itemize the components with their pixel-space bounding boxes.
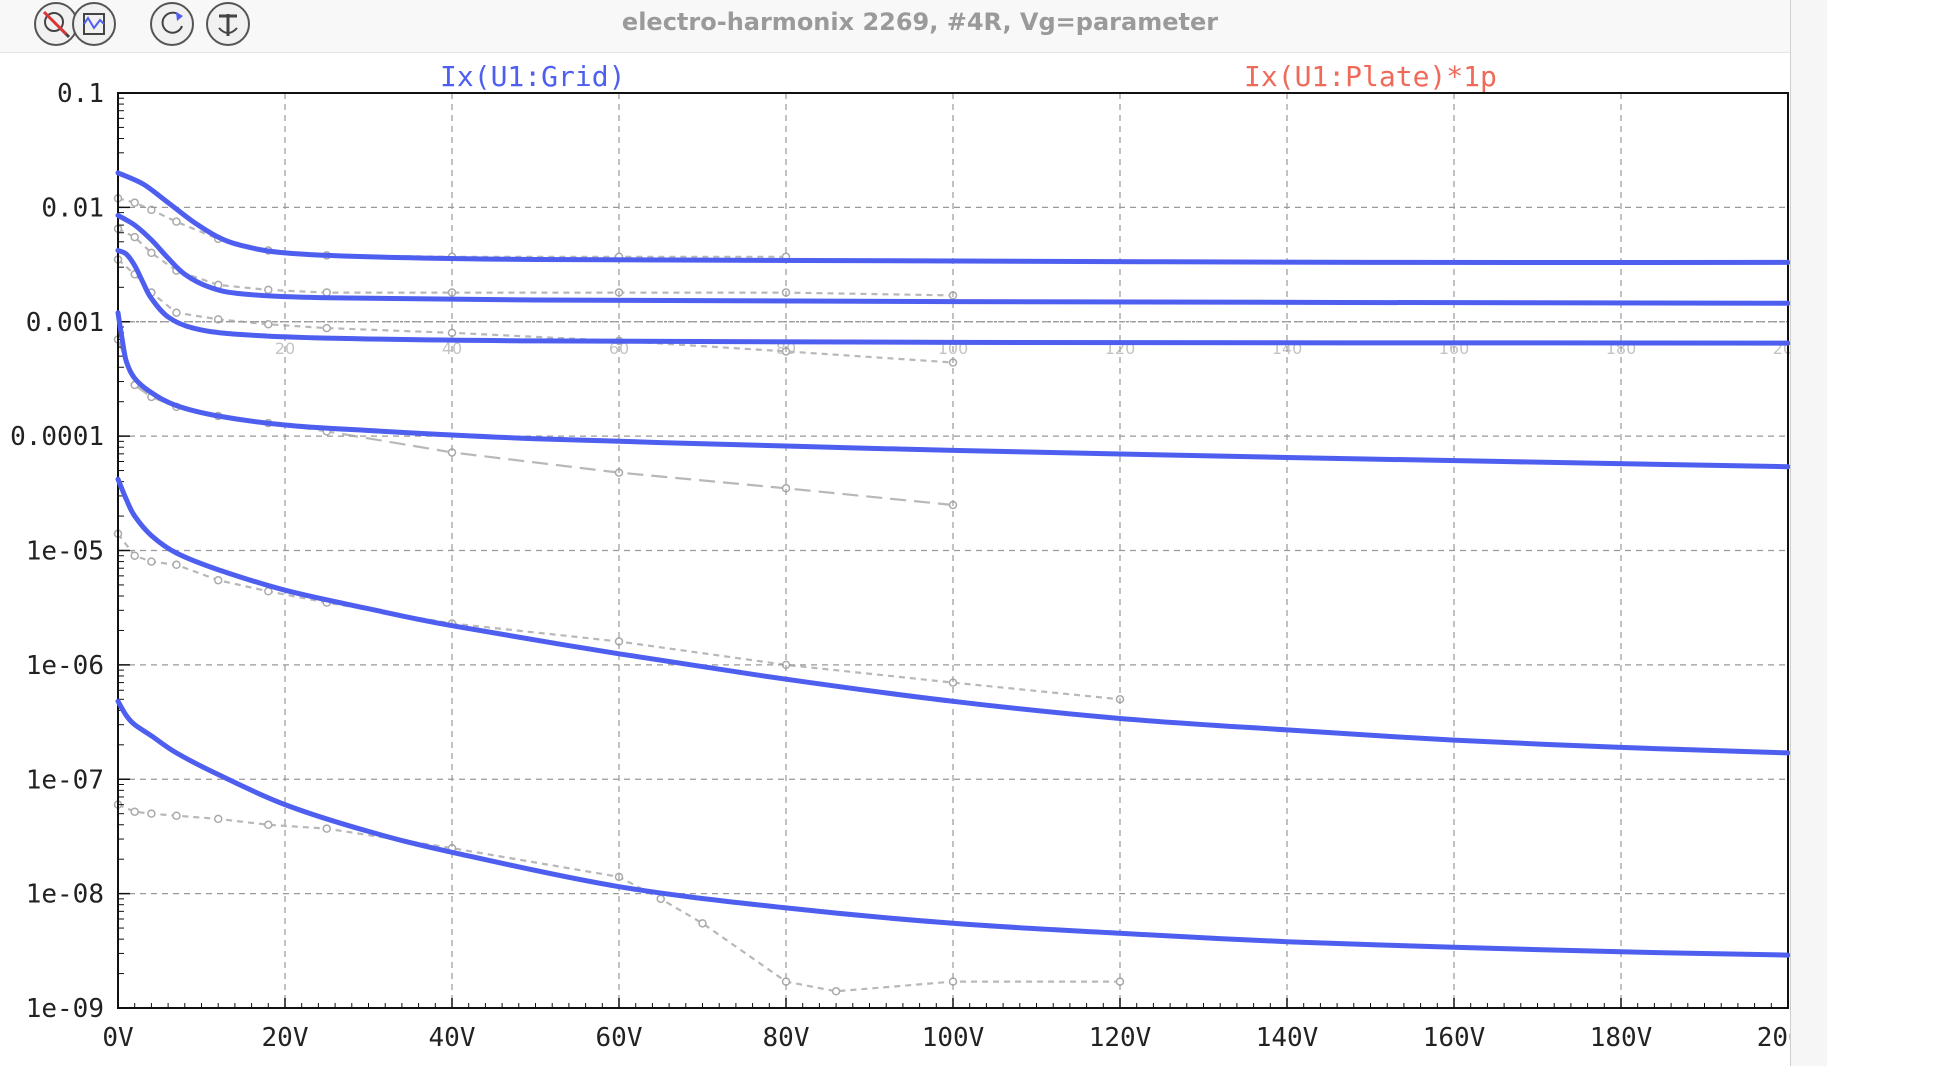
x-tick-label: 160V xyxy=(1423,1023,1486,1053)
grid-current-curve xyxy=(115,310,1790,470)
reference-point xyxy=(130,198,139,207)
anchor-icon xyxy=(218,14,238,36)
reference-point xyxy=(172,217,181,226)
y-tick-label: 1e-07 xyxy=(26,765,104,795)
zoom-cancel-icon xyxy=(42,10,71,39)
reference-curve xyxy=(117,803,1120,993)
undo-zoom-button[interactable] xyxy=(150,2,194,46)
reference-point xyxy=(322,824,331,833)
y-tick-label: 1e-06 xyxy=(26,651,104,681)
zoom-cancel-button[interactable] xyxy=(34,2,78,46)
scrollbar-strip[interactable] xyxy=(1790,0,1827,1066)
x-tick-label: 80V xyxy=(763,1023,810,1053)
reference-point xyxy=(147,248,156,258)
x-tick-label: 180V xyxy=(1590,1023,1653,1053)
reference-point xyxy=(130,232,139,242)
plot-area: 20406080100120140160180200Va [V]210.5Ig … xyxy=(10,60,1790,1053)
x-tick-label: 120V xyxy=(1089,1023,1152,1053)
zoom-fit-icon xyxy=(83,13,105,35)
x-tick-label: 20V xyxy=(262,1023,309,1053)
reference-point xyxy=(322,323,331,333)
x-tick-label: 60V xyxy=(596,1023,643,1053)
reference-curve xyxy=(117,258,954,364)
grid-current-curve xyxy=(115,212,1790,306)
y-tick-label: 0.001 xyxy=(26,308,104,338)
legend-plate[interactable]: Ix(U1:Plate)*1p xyxy=(1244,60,1497,93)
grid-current-curve xyxy=(115,170,1790,266)
y-tick-label: 0.01 xyxy=(41,193,104,223)
reference-point xyxy=(172,560,181,570)
reference-point xyxy=(213,315,223,324)
reference-point xyxy=(264,285,273,295)
y-tick-label: 1e-09 xyxy=(26,994,104,1024)
anchor-button[interactable] xyxy=(206,2,250,46)
toolbar: electro-harmonix 2269, #4R, Vg=parameter xyxy=(0,0,1790,53)
reference-curve xyxy=(116,339,954,507)
reference-point xyxy=(264,320,273,329)
reference-curve xyxy=(117,533,1121,701)
x-tick-label: 0V xyxy=(102,1023,133,1053)
grid-current-curve xyxy=(115,476,1790,756)
reference-point xyxy=(172,308,181,317)
y-tick-label: 0.0001 xyxy=(10,422,104,452)
x-tick-label: 40V xyxy=(429,1023,476,1053)
reference-point xyxy=(322,288,331,297)
reference-point xyxy=(147,557,156,566)
reference-point xyxy=(147,205,156,215)
reference-point xyxy=(130,551,139,560)
reference-overlay: 20406080100120140160180200Va [V]210.5Ig … xyxy=(113,194,1790,996)
reference-point xyxy=(172,811,181,820)
legend-grid[interactable]: Ix(U1:Grid) xyxy=(440,60,625,93)
reference-point xyxy=(213,814,223,824)
grid-current-curve xyxy=(115,698,1790,958)
series-layer xyxy=(115,170,1790,958)
reference-point xyxy=(264,820,273,830)
zoom-fit-button[interactable] xyxy=(72,2,116,46)
undo-zoom-icon xyxy=(161,11,183,34)
y-tick-label: 0.1 xyxy=(57,79,104,109)
reference-point xyxy=(147,809,156,818)
grid-current-curve xyxy=(115,248,1790,346)
reference-point xyxy=(656,894,665,904)
x-tick-label: 100V xyxy=(922,1023,985,1053)
y-tick-label: 1e-08 xyxy=(26,880,104,910)
y-tick-label: 1e-05 xyxy=(26,537,104,567)
reference-point xyxy=(831,987,841,996)
grid-lines xyxy=(118,93,1788,1008)
chart-title: electro-harmonix 2269, #4R, Vg=parameter xyxy=(621,8,1219,36)
reference-point xyxy=(130,807,139,816)
x-tick-label: 140V xyxy=(1256,1023,1319,1053)
reference-point xyxy=(698,919,707,928)
reference-point xyxy=(213,575,223,585)
